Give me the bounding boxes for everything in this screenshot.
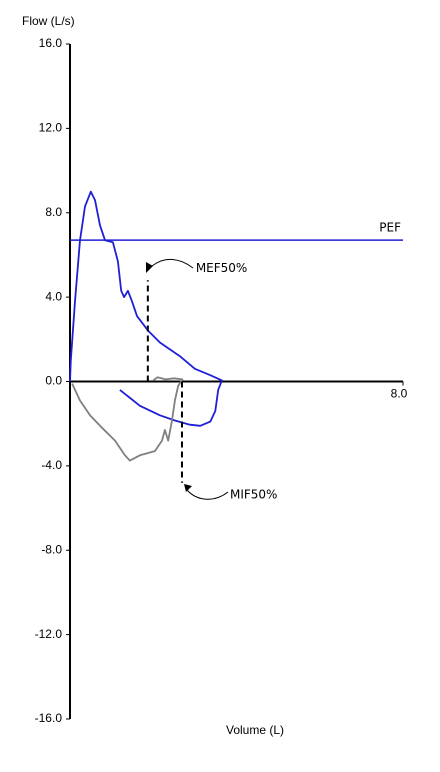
y-tick-label: -8.0 (41, 542, 62, 556)
y-tick-label: -12.0 (35, 627, 63, 641)
y-tick-label: 16.0 (39, 36, 63, 50)
marker-label: MIF50% (230, 487, 277, 501)
marker-label: MEF50% (196, 261, 248, 275)
y-axis-label: Flow (L/s) (22, 14, 75, 28)
reference-label: PEF (379, 221, 401, 235)
arrow-head (184, 484, 192, 492)
series-line (69, 190, 223, 427)
series-line (71, 376, 184, 462)
annotation-arrow (186, 489, 229, 500)
y-tick-label: -4.0 (41, 458, 62, 472)
y-tick-label: 8.0 (45, 205, 62, 219)
x-axis-label: Volume (L) (226, 723, 284, 737)
x-tick-label: 8.0 (391, 387, 408, 401)
annotation-arrow (151, 259, 194, 269)
y-tick-label: -16.0 (35, 711, 63, 725)
y-tick-label: 4.0 (45, 289, 62, 303)
y-tick-label: 12.0 (39, 121, 63, 135)
y-tick-label: 0.0 (45, 374, 62, 388)
arrow-head (146, 262, 153, 273)
